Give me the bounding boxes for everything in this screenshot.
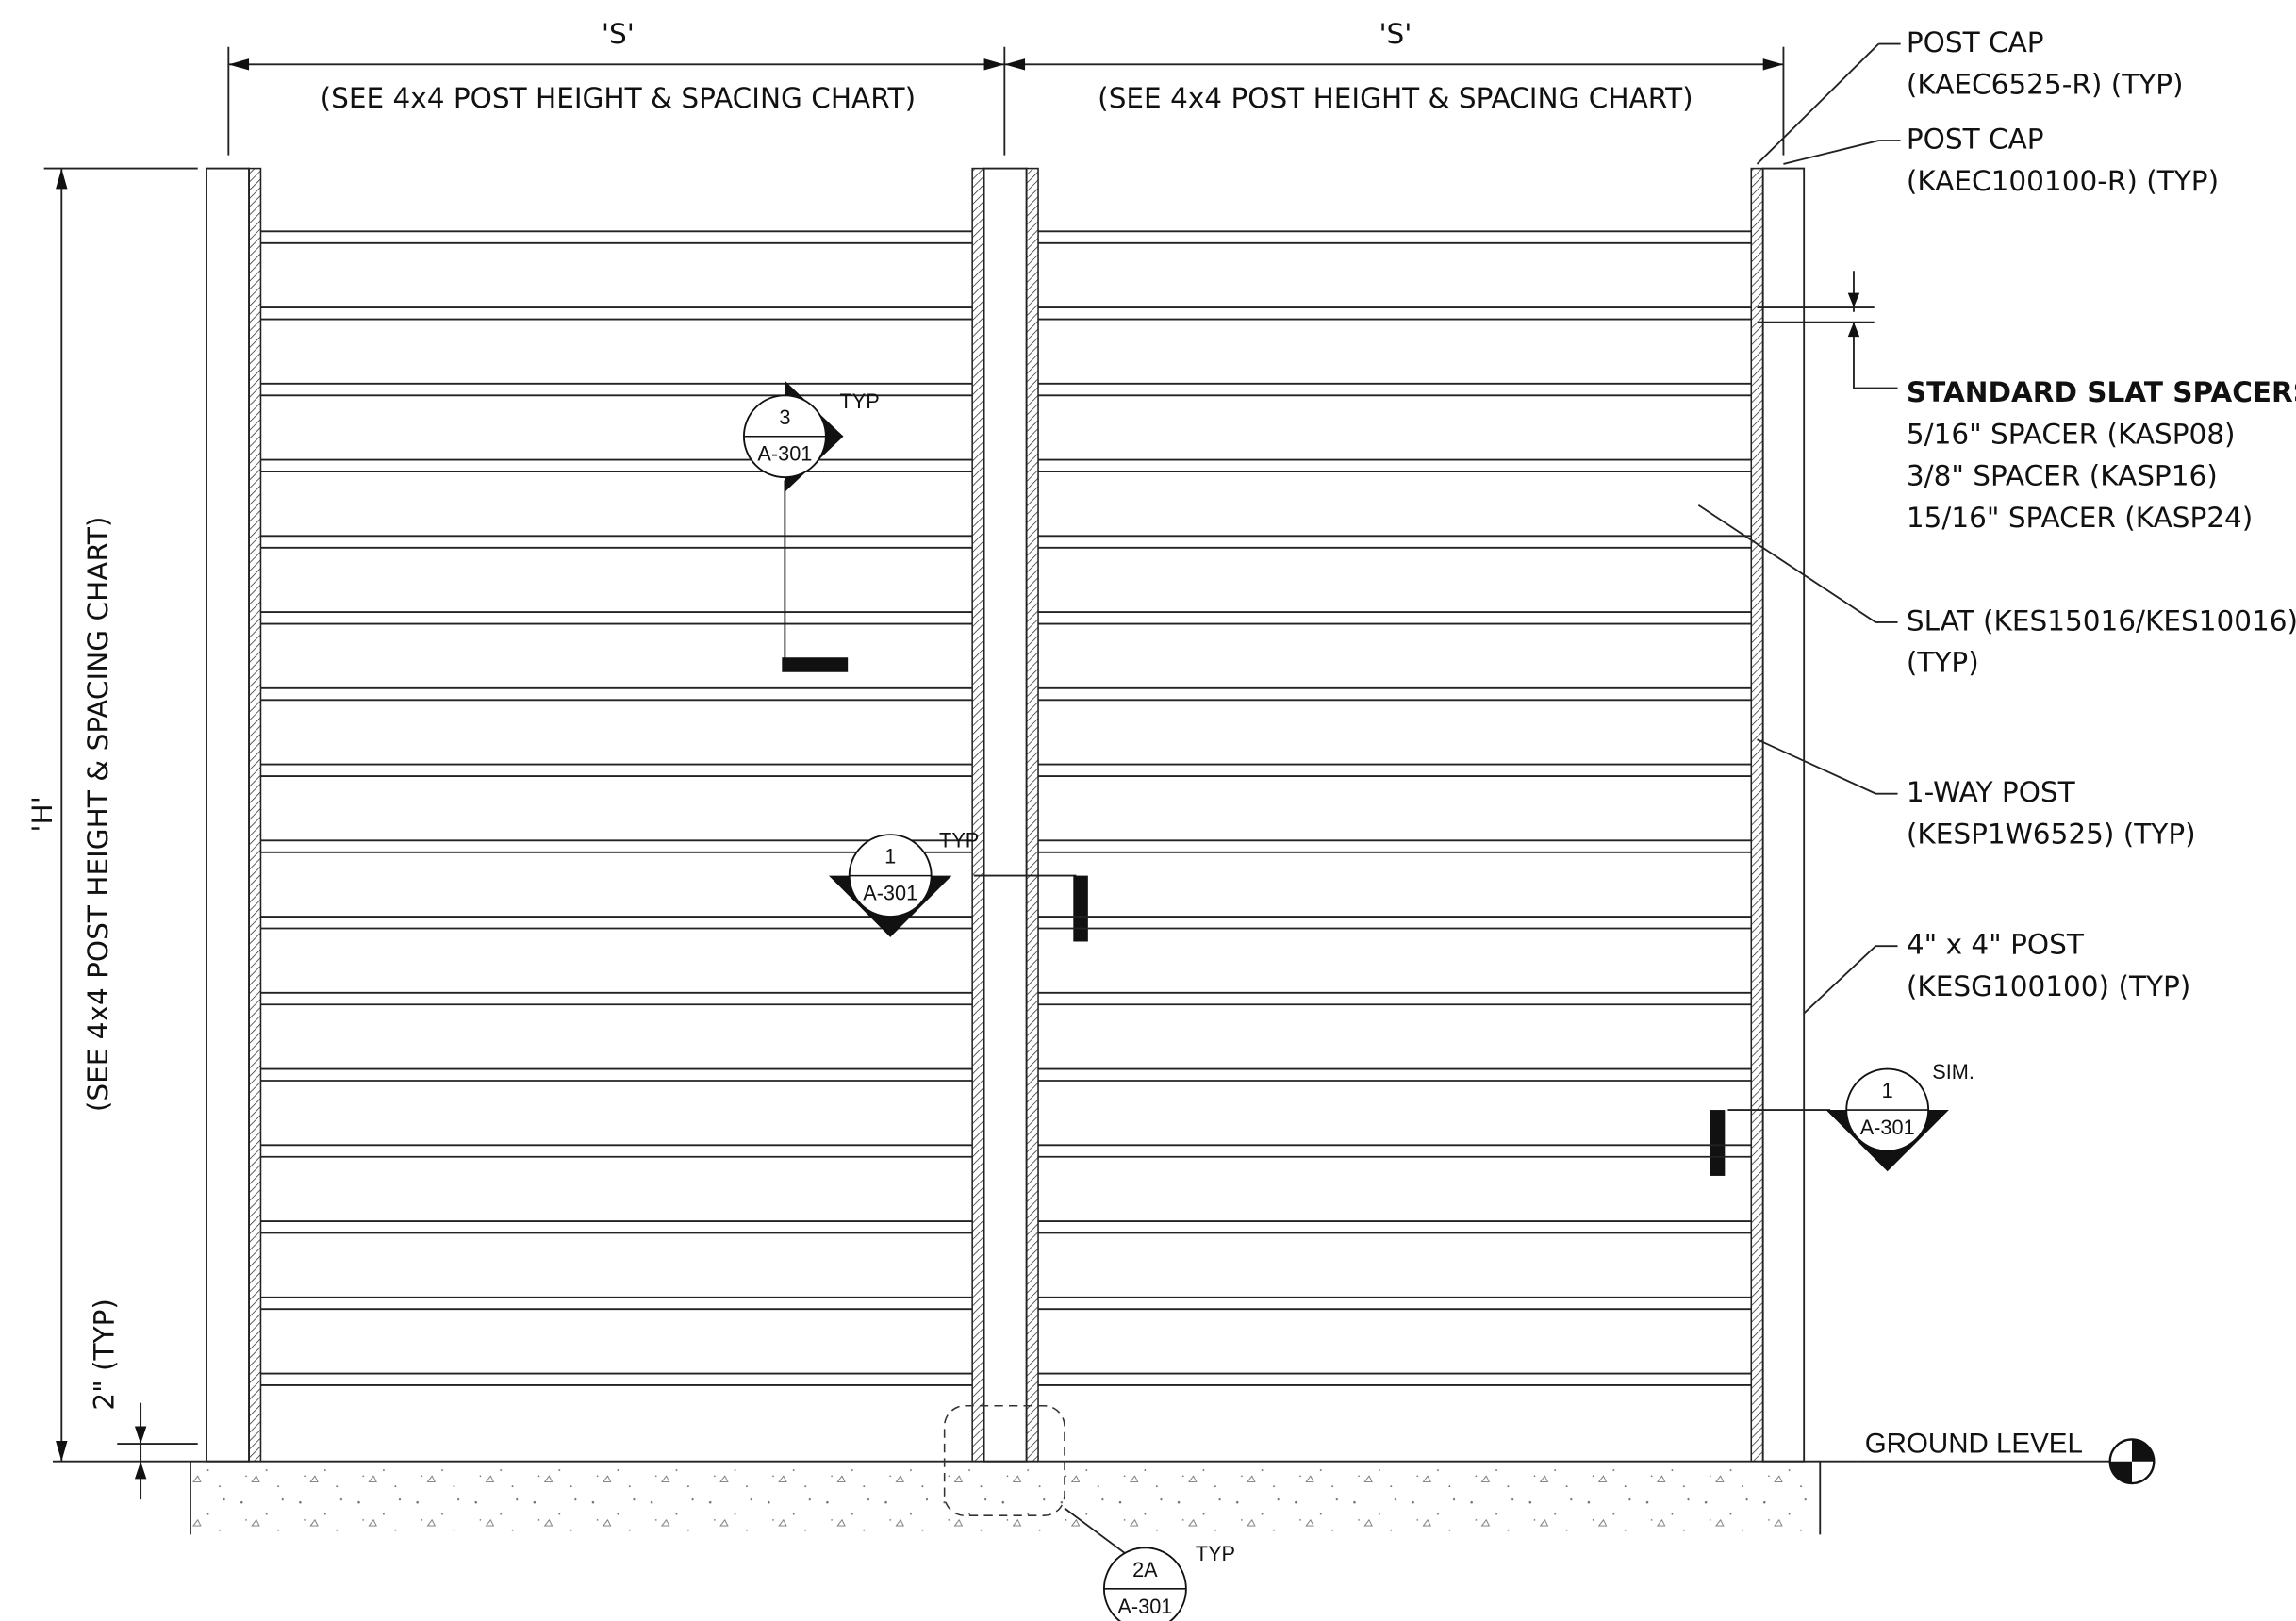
geometry xyxy=(43,42,2156,1556)
dim-label: 'S' xyxy=(1379,18,1412,50)
marker-note: TYP xyxy=(1196,1542,1235,1565)
section-markers: 3 A-301 TYP 1 A-301 TYP 1 A-301 SIM. 2A A-301 TYP xyxy=(742,380,1974,1621)
dim-label: 'H' xyxy=(26,796,58,832)
callout-text: 15/16" SPACER (KASP24) xyxy=(1907,502,2253,534)
marker-number: 1 xyxy=(884,845,896,868)
callout-text: 3/8" SPACER (KASP16) xyxy=(1907,460,2218,492)
dim-note: (SEE 4x4 POST HEIGHT & SPACING CHART) xyxy=(321,82,916,114)
dim-note: 2" (TYP) xyxy=(88,1298,120,1411)
callout-text: STANDARD SLAT SPACERS: xyxy=(1907,376,2296,408)
callout-text: 1-WAY POST xyxy=(1907,776,2076,808)
callout-text: (TYP) xyxy=(1907,647,1979,679)
callouts: POST CAP (KAEC6525-R) (TYP) POST CAP (KAEC1… xyxy=(1907,26,2296,1002)
marker-sheet: A-301 xyxy=(1860,1116,1915,1139)
ground-label: GROUND LEVEL xyxy=(1865,1428,2083,1459)
callout-text: 5/16" SPACER (KASP08) xyxy=(1907,418,2236,450)
marker-number: 2A xyxy=(1132,1558,1158,1581)
callout-text: (KESG100100) (TYP) xyxy=(1907,970,2190,1002)
callout-text: (KESP1W6525) (TYP) xyxy=(1907,818,2196,850)
marker-sheet: A-301 xyxy=(757,442,812,466)
callout-text: SLAT (KES15016/KES10016) xyxy=(1907,604,2296,637)
dim-note: (SEE 4x4 POST HEIGHT & SPACING CHART) xyxy=(1098,82,1693,114)
callout-text: 4" x 4" POST xyxy=(1907,929,2085,961)
marker-note: TYP xyxy=(839,389,879,413)
callout-text: (KAEC100100-R) (TYP) xyxy=(1907,165,2219,197)
marker-sheet: A-301 xyxy=(863,882,917,905)
callout-text: POST CAP xyxy=(1907,26,2044,58)
dim-note: (SEE 4x4 POST HEIGHT & SPACING CHART) xyxy=(82,517,114,1112)
dim-label: 'S' xyxy=(602,18,635,50)
callout-text: (KAEC6525-R) (TYP) xyxy=(1907,68,2184,100)
callout-text: POST CAP xyxy=(1907,124,2044,156)
dimension-texts: 'S' (SEE 4x4 POST HEIGHT & SPACING CHART… xyxy=(26,18,2083,1460)
marker-number: 1 xyxy=(1882,1079,1893,1102)
marker-note: SIM. xyxy=(1932,1060,1974,1083)
marker-sheet: A-301 xyxy=(1117,1595,1172,1618)
marker-number: 3 xyxy=(779,405,790,429)
marker-note: TYP xyxy=(939,829,979,852)
